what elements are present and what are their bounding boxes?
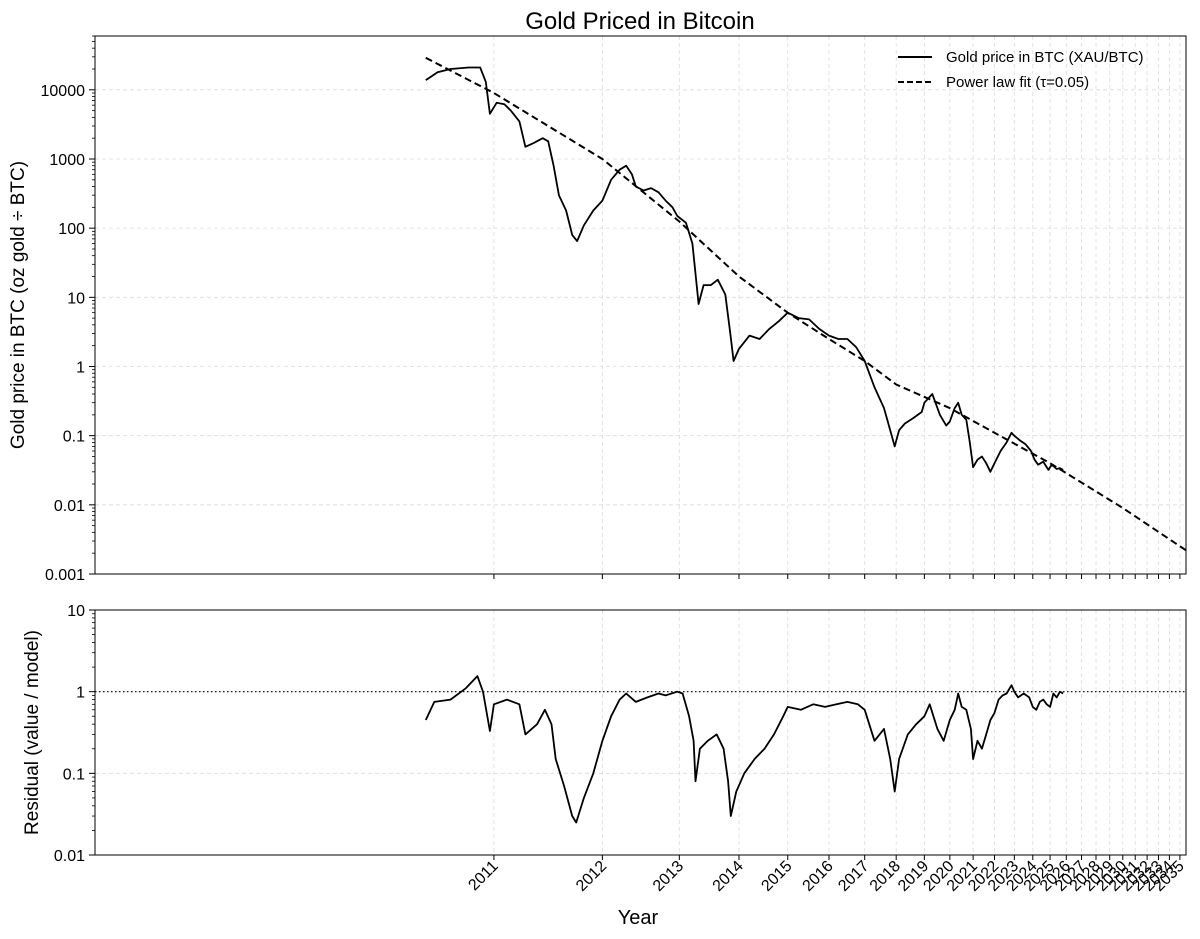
price-y-axis-label: Gold price in BTC (oz gold ÷ BTC) <box>8 161 29 449</box>
price-y-tick-label-100: 100 <box>58 221 85 238</box>
price-y-tick-label-1000: 1000 <box>49 152 85 169</box>
price-y-tick-label-0.001: 0.001 <box>45 567 85 584</box>
series-residual <box>424 675 1064 824</box>
legend-label-gold-price: Gold price in BTC (XAU/BTC) <box>946 49 1144 66</box>
residual-y-axis-label: Residual (value / model) <box>22 630 43 835</box>
price-y-tick-label-10000: 10000 <box>41 83 86 100</box>
residual-y-tick-label-1: 1 <box>76 685 85 702</box>
price-y-tick-label-1: 1 <box>76 359 85 376</box>
price-y-tick-label-0.01: 0.01 <box>54 498 85 515</box>
price-axes-frame <box>94 35 1187 575</box>
residual-axes-frame <box>94 609 1187 856</box>
chart-title: Gold Priced in Bitcoin <box>525 8 754 35</box>
x-tick-label-2015: 2015 <box>758 858 795 895</box>
x-tick-label-2011: 2011 <box>465 858 501 894</box>
price-x-ticks <box>493 574 1181 579</box>
price-series-layer <box>425 56 1187 552</box>
x-tick-label-2018: 2018 <box>867 858 904 895</box>
x-tick-label-2014: 2014 <box>710 858 747 895</box>
x-tick-label-2012: 2012 <box>573 858 610 895</box>
residual-x-axis-label: Year <box>618 907 659 929</box>
residual-y-tick-label-0.01: 0.01 <box>54 848 85 865</box>
price-grid <box>95 36 1186 575</box>
residual-grid <box>95 609 1186 856</box>
x-tick-label-2017: 2017 <box>835 858 872 895</box>
price-y-tick-label-10: 10 <box>67 290 85 307</box>
residual-y-ticks: 0.01 0.1 1 10 <box>54 603 95 865</box>
residual-series-layer <box>424 675 1064 824</box>
legend: Gold price in BTC (XAU/BTC) Power law fi… <box>898 49 1144 91</box>
price-panel: 0.001 0.01 0.1 1 10 100 1000 10000 Gold price i… <box>8 35 1187 584</box>
residual-y-tick-label-10: 10 <box>67 603 85 620</box>
residual-x-ticks: 2011 2012 2013 2014 2015 20162017201820192020… <box>465 855 1188 895</box>
residual-y-tick-label-0.1: 0.1 <box>63 766 85 783</box>
series-gold-price-btc <box>425 66 1064 473</box>
x-tick-label-2016: 2016 <box>800 858 837 895</box>
x-tick-label-2013: 2013 <box>650 858 687 895</box>
series-power-law-fit <box>425 56 1187 552</box>
price-y-tick-label-0.1: 0.1 <box>63 429 85 446</box>
residual-panel: 0.01 0.1 1 10 2011 2012 2013 2014 2015 201620172… <box>22 603 1188 929</box>
legend-label-power-law: Power law fit (τ=0.05) <box>946 74 1089 91</box>
price-y-ticks: 0.001 0.01 0.1 1 10 100 1000 10000 <box>41 35 95 584</box>
